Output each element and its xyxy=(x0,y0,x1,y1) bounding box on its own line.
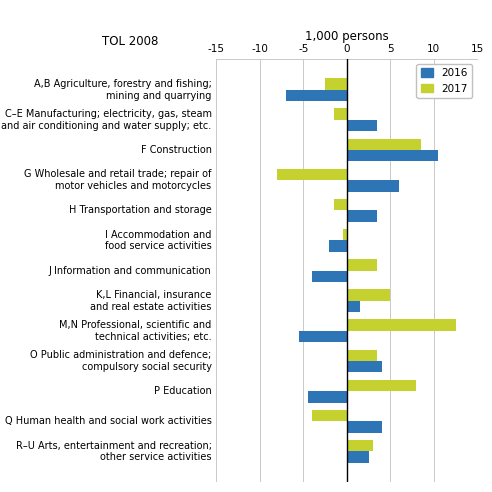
Bar xyxy=(312,271,347,282)
Bar xyxy=(347,421,382,433)
Bar xyxy=(347,301,360,312)
Bar xyxy=(334,199,347,210)
Bar xyxy=(277,169,347,180)
Bar xyxy=(347,150,438,161)
Bar xyxy=(312,410,347,421)
Bar xyxy=(347,289,390,301)
Bar xyxy=(347,319,456,331)
Text: TOL 2008: TOL 2008 xyxy=(102,35,158,49)
Bar xyxy=(299,331,347,342)
Bar xyxy=(325,78,347,90)
Bar xyxy=(308,391,347,402)
Bar xyxy=(347,259,377,271)
Bar xyxy=(347,180,399,191)
Bar xyxy=(334,108,347,120)
Bar xyxy=(347,380,416,391)
Bar xyxy=(342,229,347,241)
Bar xyxy=(330,241,347,252)
Bar xyxy=(347,120,377,131)
Bar xyxy=(347,452,369,463)
Bar xyxy=(347,139,421,150)
Bar xyxy=(347,210,377,222)
Bar xyxy=(286,90,347,101)
Bar xyxy=(347,361,382,372)
X-axis label: 1,000 persons: 1,000 persons xyxy=(305,30,389,43)
Bar xyxy=(347,440,373,452)
Bar xyxy=(347,350,377,361)
Legend: 2016, 2017: 2016, 2017 xyxy=(417,64,472,98)
